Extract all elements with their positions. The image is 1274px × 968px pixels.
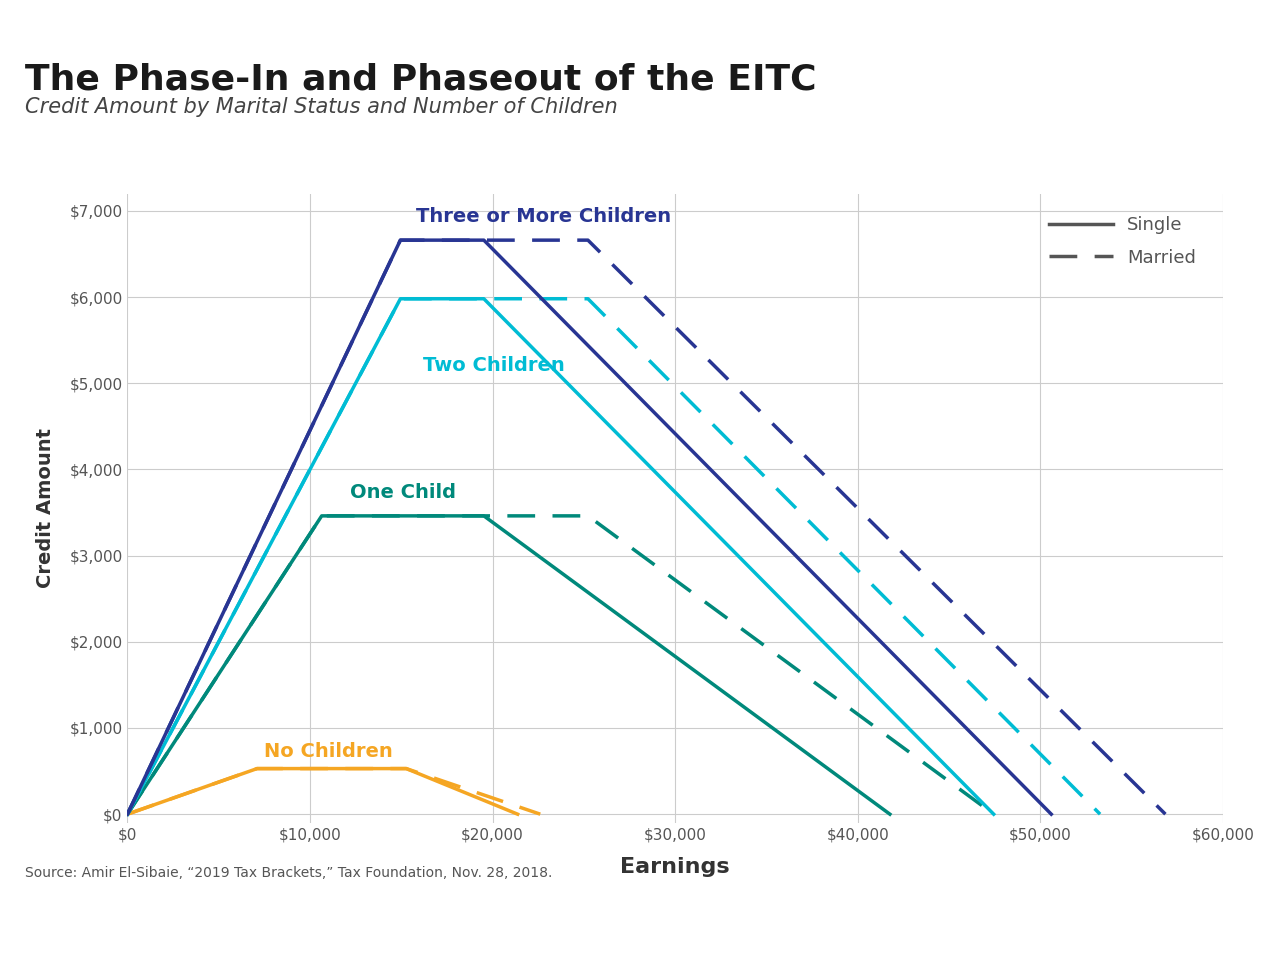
- Text: Three or More Children: Three or More Children: [415, 207, 671, 227]
- Text: @TaxFoundation: @TaxFoundation: [1017, 923, 1249, 946]
- Text: Source: Amir El-Sibaie, “2019 Tax Brackets,” Tax Foundation, Nov. 28, 2018.: Source: Amir El-Sibaie, “2019 Tax Bracke…: [25, 866, 553, 880]
- Legend: Single, Married: Single, Married: [1042, 209, 1203, 274]
- Text: One Child: One Child: [350, 483, 456, 502]
- Text: Two Children: Two Children: [423, 355, 564, 375]
- Text: No Children: No Children: [265, 741, 394, 761]
- Text: Credit Amount by Marital Status and Number of Children: Credit Amount by Marital Status and Numb…: [25, 97, 618, 117]
- Text: TAX FOUNDATION: TAX FOUNDATION: [25, 923, 274, 946]
- Text: The Phase-In and Phaseout of the EITC: The Phase-In and Phaseout of the EITC: [25, 63, 817, 97]
- Y-axis label: Credit Amount: Credit Amount: [37, 428, 55, 589]
- X-axis label: Earnings: Earnings: [620, 857, 730, 877]
